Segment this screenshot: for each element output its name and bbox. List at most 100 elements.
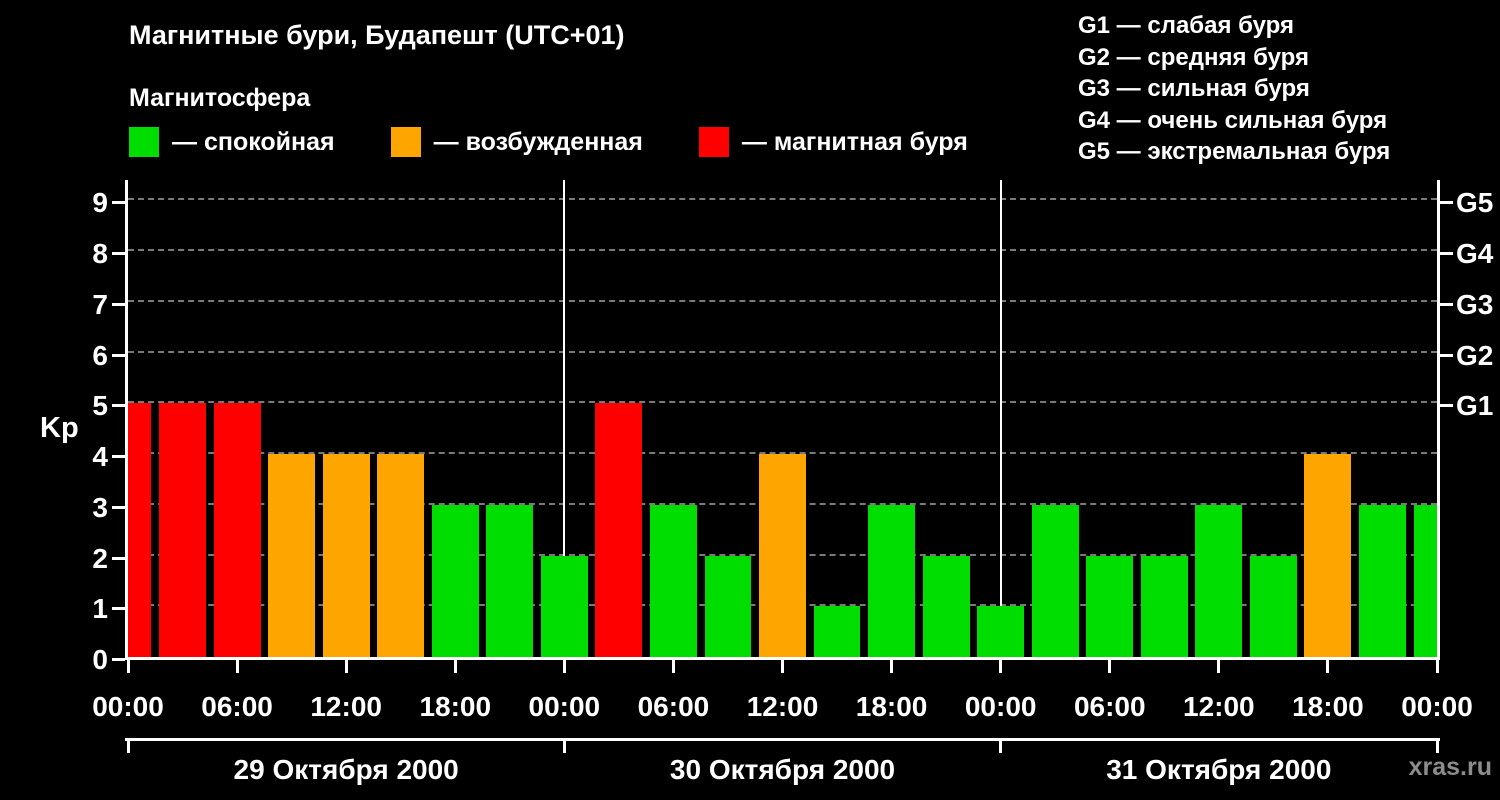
kp-bar [649, 504, 697, 657]
g-scale-label: G5 [1456, 187, 1494, 219]
date-label: 31 Октября 2000 [1106, 754, 1332, 785]
y-tick [112, 302, 125, 306]
x-tick [671, 660, 675, 673]
kp-bar [486, 504, 534, 657]
date-tick [562, 738, 566, 753]
x-tick-label: 06:00 [1073, 691, 1146, 722]
x-tick [1326, 660, 1330, 673]
y-tick [112, 455, 125, 459]
kp-bar [595, 403, 643, 657]
date-label: 29 Октября 2000 [233, 754, 459, 785]
y-axis-title: Kp [40, 412, 79, 444]
x-axis-labels: 00:00 06:00 12:00 18:00 00:00 06:00 12:00 18:00… [92, 691, 1473, 725]
x-tick-label: 00:00 [1401, 691, 1473, 722]
y-tick-label: 8 [92, 238, 108, 270]
x-tick-label: 06:00 [637, 691, 710, 722]
gridline [128, 249, 1437, 252]
g-scale-legend: G1 — слабая буря G2 — средняя буря G3 — си… [1078, 10, 1390, 168]
y-tick-label: 5 [92, 390, 108, 422]
x-tick [999, 660, 1003, 673]
x-tick [235, 660, 239, 673]
date-tick [126, 738, 130, 753]
gridline [128, 350, 1437, 353]
y-tick-label: 1 [92, 593, 108, 625]
x-tick-label: 00:00 [528, 691, 601, 722]
x-tick [890, 660, 894, 673]
x-tick-label: 18:00 [419, 691, 492, 722]
date-label: 30 Октября 2000 [669, 754, 896, 785]
y-axis-labels: 0 1 2 3 4 5 6 7 8 9 [0, 180, 108, 675]
kp-bar [268, 454, 316, 657]
g-legend-row: G1 — слабая буря [1078, 12, 1295, 39]
x-tick-label: 00:00 [92, 691, 164, 722]
y-axis-ticks [112, 180, 125, 661]
legend-item: — возбужденная [390, 127, 643, 157]
right-tick [1440, 201, 1453, 205]
y-tick [112, 404, 125, 408]
kp-bar [377, 454, 425, 657]
date-axis: 29 Октября 2000 30 Октября 2000 31 Октября… [125, 738, 1440, 796]
date-axis-line [125, 738, 1440, 741]
right-tick [1440, 252, 1453, 256]
gridline [128, 299, 1437, 302]
y-tick-label: 6 [92, 339, 108, 371]
legend-color-swatch [698, 127, 729, 157]
y-tick [112, 252, 125, 256]
date-tick [1435, 738, 1439, 753]
g-legend-row: G5 — экстремальная буря [1078, 138, 1391, 165]
x-tick-label: 00:00 [964, 691, 1037, 722]
kp-bar [704, 555, 752, 657]
right-tick [1440, 302, 1453, 306]
g-scale-label: G4 [1456, 238, 1494, 270]
y-tick-label: 7 [92, 288, 108, 320]
g-legend-row: G2 — средняя буря [1078, 43, 1309, 71]
y-tick [112, 201, 125, 205]
kp-bar [540, 555, 588, 657]
x-tick-label: 12:00 [1183, 691, 1255, 722]
x-axis-ticks [125, 660, 1440, 676]
right-axis-ticks [1440, 180, 1453, 660]
kp-bar [1195, 504, 1243, 657]
kp-bar [1249, 555, 1297, 657]
legend-item: — магнитная буря [698, 127, 968, 157]
x-tick [1435, 660, 1439, 673]
kp-bar [868, 504, 916, 657]
y-tick [112, 505, 125, 509]
x-tick-label: 18:00 [1292, 691, 1364, 722]
gridline [128, 401, 1437, 404]
kp-bar [213, 403, 261, 657]
g-scale-label: G3 [1456, 288, 1494, 320]
kp-bar [1031, 504, 1079, 657]
right-tick [1440, 353, 1453, 357]
y-tick [112, 556, 125, 560]
kp-bar [431, 504, 479, 657]
legend-color-swatch [129, 127, 159, 157]
plot-area [125, 180, 1440, 660]
g-axis-labels: G1 G2 G3 G4 G5 [1456, 180, 1500, 660]
magnetosphere-legend: — спокойная — возбужденная — магнитная бур… [129, 127, 968, 157]
g-legend-row: G3 — сильная буря [1078, 75, 1310, 102]
day-boundary-line [563, 180, 566, 657]
x-tick [453, 660, 457, 673]
kp-bar [922, 555, 970, 657]
y-tick-label: 9 [92, 187, 108, 219]
page-title: Магнитные бури, Будапешт (UTC+01) [129, 20, 625, 50]
g-legend-row: G4 — очень сильная буря [1078, 106, 1388, 134]
legend-label: — возбужденная [433, 127, 643, 156]
x-tick-label: 12:00 [310, 691, 382, 722]
kp-bar [128, 403, 152, 657]
legend-label: — магнитная буря [741, 127, 968, 156]
kp-bar [977, 606, 1025, 657]
y-tick-label: 3 [92, 491, 108, 523]
x-tick [562, 660, 566, 673]
y-tick-label: 4 [92, 441, 108, 473]
kp-bar [759, 454, 806, 657]
legend-label: — спокойная [172, 127, 335, 156]
x-tick [781, 660, 784, 673]
right-tick [1440, 404, 1453, 408]
kp-bar [1140, 555, 1188, 657]
kp-bar [322, 454, 370, 657]
x-tick [344, 660, 348, 673]
x-tick [1217, 660, 1221, 673]
magnetosphere-subtitle: Магнитосфера [129, 84, 311, 112]
